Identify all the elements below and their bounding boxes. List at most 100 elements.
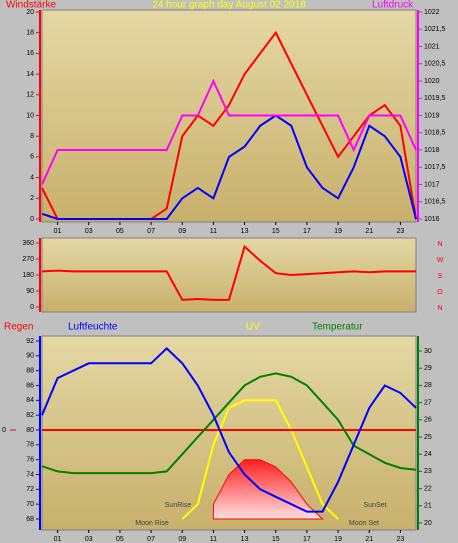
y2-tick-label: 22 [424, 485, 432, 492]
x-tick-label: 17 [303, 536, 311, 543]
rain-label: Regen [4, 322, 33, 333]
y-tick-label: 18 [26, 30, 34, 37]
annotation: Moon Rise [135, 520, 169, 527]
x-tick-label: 05 [116, 536, 124, 543]
y-tick-label: 80 [26, 427, 34, 434]
x-tick-label: 11 [210, 228, 217, 235]
x-tick-label: 13 [241, 228, 249, 235]
y-tick-label: 180 [22, 272, 34, 279]
x-tick-label: 01 [54, 536, 62, 543]
x-tick-label: 21 [365, 536, 373, 543]
temperature-label: Temperatur [312, 322, 363, 333]
y-tick-label: 0 [30, 216, 34, 223]
y-tick-label: 70 [26, 501, 34, 508]
x-tick-label: 07 [147, 228, 155, 235]
y-tick-label: 88 [26, 368, 34, 375]
y2-tick-label: 1022 [424, 9, 440, 16]
y-tick-label: 4 [30, 174, 34, 181]
x-tick-label: 15 [272, 228, 280, 235]
x-tick-label: 13 [241, 536, 249, 543]
x-tick-label: 07 [147, 536, 155, 543]
y2-tick-label: 1020,5 [424, 61, 446, 68]
line [41, 78, 417, 185]
annotation: SunRise [165, 502, 192, 509]
y2-tick-label: 24 [424, 451, 432, 458]
line [41, 114, 417, 220]
x-tick-label: 01 [54, 228, 62, 235]
chart-title: 24 hour graph day August 02 2018 [152, 0, 306, 11]
y2-tick-label: 29 [424, 365, 432, 372]
y-tick-label: 0 [30, 304, 34, 311]
line [41, 347, 417, 513]
y-tick-label: 14 [26, 71, 34, 78]
y2-tick-label: 1021 [424, 43, 440, 50]
y-tick-label: 20 [26, 9, 34, 16]
y2-tick-label: 25 [424, 434, 432, 441]
direction-label: N [437, 241, 442, 248]
x-tick-label: 11 [210, 536, 217, 543]
x-tick-label: 17 [303, 228, 311, 235]
y-tick-label: 90 [26, 288, 34, 295]
y2-tick-label: 1018 [424, 147, 440, 154]
direction-label: N [437, 305, 442, 312]
x-tick-label: 05 [116, 228, 124, 235]
y2-tick-label: 30 [424, 348, 432, 355]
y3-tick-label: 0 [2, 427, 6, 434]
annotation: SunSet [364, 502, 387, 509]
right-label: Luftdruck [372, 0, 414, 11]
y2-tick-label: 26 [424, 417, 432, 424]
x-tick-label: 19 [334, 536, 342, 543]
uv-label: UV [246, 322, 260, 333]
y-tick-label: 68 [26, 516, 34, 523]
y2-tick-label: 27 [424, 399, 432, 406]
x-tick-label: 15 [272, 536, 280, 543]
y-tick-label: 16 [26, 50, 34, 57]
x-tick-label: 09 [178, 536, 186, 543]
left-label: Windstärke [6, 0, 56, 11]
y2-tick-label: 1020 [424, 78, 440, 85]
y-tick-label: 6 [30, 154, 34, 161]
y2-tick-label: 1021,5 [424, 26, 446, 33]
x-tick-label: 03 [85, 536, 93, 543]
y2-tick-label: 21 [424, 503, 432, 510]
y-tick-label: 2 [30, 195, 34, 202]
y2-tick-label: 1016 [424, 216, 440, 223]
annotation: Moon Set [349, 520, 379, 527]
x-tick-label: 21 [365, 228, 373, 235]
y-tick-label: 92 [26, 338, 34, 345]
y-tick-label: 74 [26, 471, 34, 478]
y-tick-label: 84 [26, 397, 34, 404]
line [181, 399, 339, 520]
y2-tick-label: 20 [424, 520, 432, 527]
y-tick-label: 8 [30, 133, 34, 140]
x-tick-label: 09 [178, 228, 186, 235]
y2-tick-label: 1017,5 [424, 164, 446, 171]
x-tick-label: 23 [397, 228, 405, 235]
line [41, 244, 416, 301]
y2-tick-label: 23 [424, 468, 432, 475]
y2-tick-label: 1019 [424, 112, 440, 119]
y-tick-label: 360 [22, 240, 34, 247]
y2-tick-label: 1018,5 [424, 130, 446, 137]
x-tick-label: 19 [334, 228, 342, 235]
y-tick-label: 76 [26, 457, 34, 464]
y-tick-label: 82 [26, 412, 34, 419]
y-tick-label: 86 [26, 382, 34, 389]
x-tick-label: 03 [85, 228, 93, 235]
y-tick-label: 10 [26, 112, 34, 119]
direction-label: S [438, 273, 443, 280]
direction-label: O [437, 289, 443, 296]
x-tick-label: 23 [397, 536, 405, 543]
direction-label: W [437, 257, 444, 264]
y2-tick-label: 1016,5 [424, 199, 446, 206]
y-tick-label: 78 [26, 442, 34, 449]
humidity-label: Luftfeuchte [68, 322, 118, 333]
y-tick-label: 270 [22, 256, 34, 263]
y2-tick-label: 1019,5 [424, 95, 446, 102]
y2-tick-label: 28 [424, 382, 432, 389]
y-tick-label: 12 [26, 92, 34, 99]
y2-tick-label: 1017 [424, 181, 440, 188]
y-tick-label: 72 [26, 486, 34, 493]
y-tick-label: 90 [26, 353, 34, 360]
